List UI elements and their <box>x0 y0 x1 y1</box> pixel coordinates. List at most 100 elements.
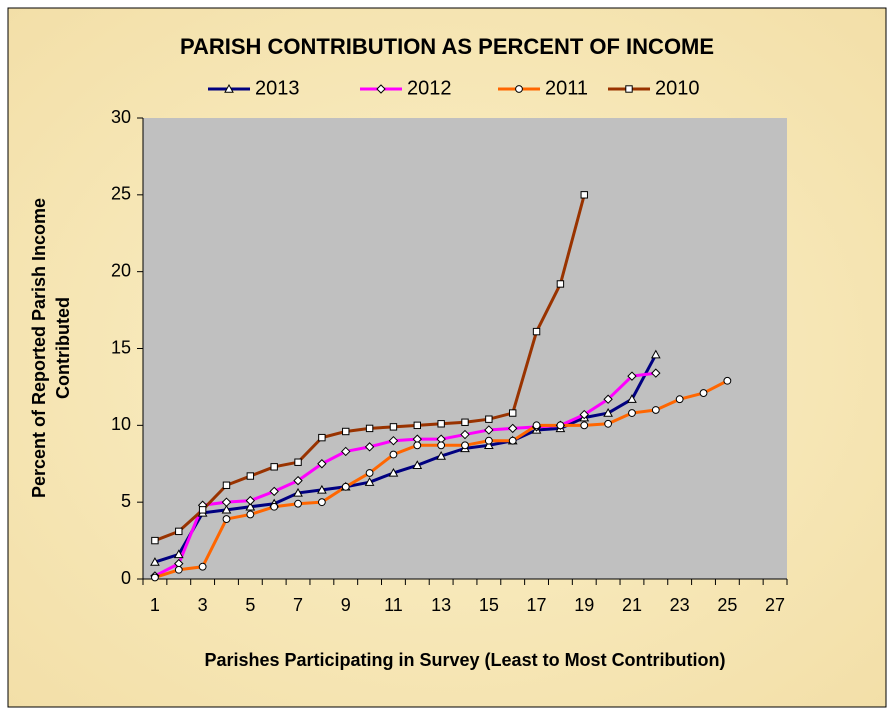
data-point <box>603 408 613 417</box>
data-point <box>461 441 469 450</box>
x-tick-label: 25 <box>717 595 737 615</box>
data-point <box>651 406 660 414</box>
data-point <box>651 368 661 378</box>
data-point <box>461 418 469 426</box>
data-point <box>507 423 518 434</box>
series-line <box>154 371 657 578</box>
data-point <box>580 191 588 199</box>
data-point <box>317 498 326 507</box>
data-point <box>246 510 255 519</box>
data-point <box>365 424 374 433</box>
data-point <box>413 421 421 430</box>
y-tick-label: 30 <box>111 107 131 127</box>
data-point <box>580 421 589 430</box>
x-tick-label: 5 <box>245 595 255 615</box>
data-point <box>198 562 207 571</box>
series-line <box>154 353 658 564</box>
data-point <box>246 472 255 480</box>
y-axis-label: Contributed <box>53 297 73 399</box>
data-point <box>364 442 375 452</box>
legend-label: 2012 <box>407 77 452 99</box>
data-point <box>341 446 351 457</box>
data-point <box>436 451 446 460</box>
data-point <box>579 409 589 420</box>
legend-marker <box>376 84 386 94</box>
legend-label: 2010 <box>655 77 700 99</box>
data-point <box>151 573 159 582</box>
data-point <box>509 409 517 417</box>
data-point <box>221 497 232 507</box>
data-point <box>508 436 517 445</box>
plot-area <box>143 118 787 579</box>
data-point <box>270 463 278 471</box>
data-point <box>342 427 350 436</box>
data-point <box>245 495 256 506</box>
data-point <box>556 280 565 288</box>
data-point <box>317 484 327 494</box>
y-tick-label: 10 <box>111 414 131 434</box>
data-point <box>222 481 231 489</box>
data-point <box>532 327 541 336</box>
legend-marker <box>515 85 523 93</box>
data-point <box>388 435 399 446</box>
data-point <box>221 504 232 514</box>
data-point <box>222 515 231 523</box>
y-axis-label: Percent of Reported Parish Income <box>29 198 49 498</box>
data-point <box>269 486 279 497</box>
x-tick-label: 13 <box>431 595 451 615</box>
legend-marker <box>224 83 234 93</box>
data-point <box>484 425 494 435</box>
data-point <box>603 394 613 404</box>
data-point <box>604 419 613 428</box>
data-point <box>294 458 302 466</box>
data-point <box>484 436 493 445</box>
data-point <box>318 433 326 442</box>
data-point <box>437 420 445 428</box>
y-tick-label: 0 <box>121 568 131 588</box>
data-point <box>365 469 374 477</box>
data-point <box>484 440 494 450</box>
data-point <box>270 502 279 511</box>
data-point <box>627 371 637 381</box>
x-tick-label: 17 <box>527 595 547 615</box>
data-point <box>556 421 565 430</box>
data-point <box>675 395 684 404</box>
x-tick-label: 23 <box>670 595 690 615</box>
x-tick-label: 21 <box>622 595 642 615</box>
data-point <box>628 409 636 417</box>
data-point <box>627 394 637 403</box>
legend-label: 2013 <box>255 77 300 99</box>
data-point <box>293 475 303 486</box>
data-point <box>293 487 303 497</box>
x-tick-label: 15 <box>479 595 499 615</box>
data-point <box>389 450 398 459</box>
chart-title: PARISH CONTRIBUTION AS PERCENT OF INCOME <box>180 34 714 59</box>
data-point <box>317 459 327 469</box>
data-point <box>460 429 470 440</box>
x-tick-label: 7 <box>293 595 303 615</box>
data-point <box>245 501 256 511</box>
data-point <box>485 415 493 423</box>
data-point <box>389 423 398 431</box>
data-point <box>174 565 183 574</box>
x-tick-label: 27 <box>765 595 785 615</box>
data-point <box>364 477 375 486</box>
data-point <box>412 460 423 469</box>
data-point <box>150 557 160 566</box>
y-tick-label: 5 <box>121 491 131 511</box>
data-point <box>699 389 708 397</box>
data-point <box>294 499 302 508</box>
data-point <box>388 467 399 477</box>
x-tick-label: 19 <box>574 595 594 615</box>
legend-label: 2011 <box>545 77 588 99</box>
y-tick-label: 20 <box>111 260 131 280</box>
x-axis-label: Parishes Participating in Survey (Least … <box>204 650 725 670</box>
x-tick-label: 11 <box>384 595 403 615</box>
data-point <box>198 506 207 514</box>
y-tick-label: 15 <box>111 337 131 357</box>
data-point <box>413 441 422 450</box>
y-tick-label: 25 <box>111 184 131 204</box>
data-point <box>437 441 446 450</box>
data-point <box>650 349 661 359</box>
